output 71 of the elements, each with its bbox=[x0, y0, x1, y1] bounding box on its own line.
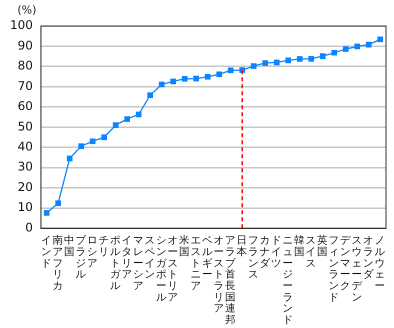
y-tick-label: 60 bbox=[18, 99, 33, 114]
x-tick-label: ノルウェー bbox=[374, 234, 386, 292]
point bbox=[308, 56, 314, 62]
x-tick-label: シンガポール bbox=[156, 234, 168, 304]
point bbox=[55, 200, 61, 206]
point bbox=[285, 58, 292, 64]
point bbox=[274, 60, 280, 66]
x-tick-label: 南アフリカ bbox=[52, 234, 64, 292]
point bbox=[112, 122, 119, 128]
point bbox=[262, 60, 268, 66]
y-tick-label: 70 bbox=[18, 78, 33, 93]
point bbox=[296, 56, 303, 62]
x-tick-label: スイス bbox=[306, 234, 317, 270]
point bbox=[44, 210, 50, 216]
y-axis-title: (%) bbox=[17, 3, 36, 16]
point bbox=[158, 82, 165, 88]
x-tick-label: 韓国 bbox=[294, 234, 306, 258]
point bbox=[136, 112, 142, 118]
x-tick-label: ポルトガル bbox=[110, 234, 122, 292]
x-tick-label: 中国 bbox=[64, 234, 76, 258]
x-tick-label: ニュージーランド bbox=[282, 234, 294, 326]
x-tick-label: オーストラリア bbox=[214, 234, 225, 315]
y-tick-label: 40 bbox=[18, 139, 33, 154]
x-tick-label: スウェーデン bbox=[352, 234, 364, 304]
point bbox=[101, 134, 107, 140]
point bbox=[147, 92, 154, 98]
x-tick-label: マレーシア bbox=[133, 234, 144, 292]
point bbox=[250, 63, 257, 69]
point bbox=[204, 74, 211, 80]
x-tick-label: スペイン bbox=[144, 234, 156, 281]
x-tick-label: インド bbox=[41, 234, 52, 270]
point bbox=[228, 67, 234, 74]
point bbox=[170, 78, 176, 84]
point bbox=[216, 72, 222, 78]
point bbox=[342, 46, 349, 52]
x-tick-label: イタリア bbox=[122, 234, 133, 281]
point bbox=[90, 138, 96, 144]
y-tick-label: 50 bbox=[18, 119, 33, 134]
x-tick-label: 日本 bbox=[236, 234, 248, 258]
x-tick-label: オーストリア bbox=[168, 234, 179, 304]
x-tick-label: デンマーク bbox=[340, 234, 352, 292]
x-tick-label: フランス bbox=[248, 234, 260, 281]
point bbox=[124, 116, 130, 122]
point bbox=[377, 36, 384, 42]
x-tick-label: カナダ bbox=[260, 234, 272, 270]
point bbox=[320, 53, 326, 59]
y-tick-label: 30 bbox=[18, 160, 33, 174]
y-tick-label: 100 bbox=[10, 18, 33, 32]
x-tick-label: 米国 bbox=[179, 234, 190, 258]
y-tick-label: 10 bbox=[18, 200, 33, 214]
x-tick-label: アラブ首長国連邦 bbox=[225, 234, 238, 326]
x-tick-label: エストニア bbox=[190, 234, 202, 292]
point bbox=[354, 44, 360, 50]
x-tick-label: オランダ bbox=[363, 234, 376, 281]
point bbox=[78, 143, 84, 149]
x-tick-label: チリ bbox=[98, 234, 110, 258]
y-tick-label: 0 bbox=[25, 220, 33, 234]
x-tick-label: ブラジル bbox=[76, 234, 88, 281]
y-tick-label: 80 bbox=[18, 58, 33, 73]
x-tick-label: ベルギー bbox=[202, 234, 214, 281]
x-tick-label: ドイツ bbox=[271, 234, 282, 270]
y-tick-label: 90 bbox=[18, 38, 33, 52]
point bbox=[193, 76, 200, 82]
point bbox=[182, 76, 188, 82]
point bbox=[366, 42, 372, 48]
point bbox=[331, 50, 338, 56]
x-tick-label: フィンランド bbox=[328, 234, 340, 304]
x-tick-label: 英国 bbox=[317, 234, 328, 258]
y-tick-label: 20 bbox=[18, 180, 33, 194]
x-tick-label: ロシア bbox=[87, 234, 98, 270]
point bbox=[66, 156, 72, 162]
